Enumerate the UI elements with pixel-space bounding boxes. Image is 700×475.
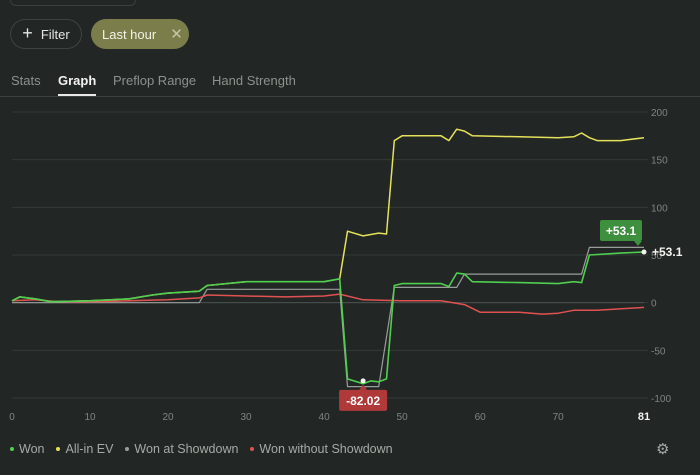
tab-bar: Stats Graph Preflop Range Hand Strength [0,71,700,97]
legend-label: All-in EV [65,442,114,456]
legend-label: Won [19,442,45,456]
y-tick-label: 0 [651,299,657,310]
legend-item-won-at-showdown[interactable]: Won at Showdown [125,442,238,456]
time-filter-chip[interactable]: Last hour ✕ [91,19,189,49]
legend-item-won[interactable]: Won [10,442,44,456]
y-tick-label: 200 [651,108,668,119]
x-tick-label: 30 [241,412,253,423]
x-tick-label: 81 [638,411,650,423]
min-marker [360,378,366,384]
legend-item-all-in-ev[interactable]: All-in EV [56,442,113,456]
y-tick-label: -100 [651,394,671,405]
x-tick-label: 60 [475,412,487,423]
x-tick-label: 50 [397,412,409,423]
y-tick-label: 50 [651,251,663,262]
x-tick-label: 70 [553,412,565,423]
min-badge-pointer [359,384,368,390]
y-tick-label: 150 [651,156,668,167]
legend-item-won-without-showdown[interactable]: Won without Showdown [250,442,393,456]
legend-dot [10,447,14,451]
x-tick-label: 10 [84,412,96,423]
plus-icon: + [22,23,33,43]
filter-label: Filter [40,26,70,42]
series-line-won-without-showdown [11,293,645,315]
legend-label: Won at Showdown [134,442,239,456]
end-value-badge [600,220,642,242]
end-value-badge-text: +53.1 [606,224,637,238]
min-value-badge-text: -82.02 [346,394,380,408]
x-tick-label: 0 [9,412,15,423]
y-tick-label: 100 [651,203,668,214]
y-tick-label: -50 [651,346,666,357]
gear-icon[interactable]: ⚙ [656,441,670,458]
tab-graph[interactable]: Graph [58,73,97,96]
series-line-all-in-ev [11,128,645,303]
x-tick-label: 20 [162,412,174,423]
legend-dot [125,447,130,451]
series-line-won-at-showdown [12,246,644,388]
filter-button[interactable]: + Filter [10,19,82,49]
chart-legend: Won All-in EV Won at Showdown Won withou… [10,442,405,456]
legend-label: Won without Showdown [259,442,393,456]
tab-preflop-range[interactable]: Preflop Range [113,73,197,88]
tab-hand-strength[interactable]: Hand Strength [212,73,296,88]
end-marker [641,249,647,255]
min-value-badge [339,389,388,411]
close-icon[interactable]: ✕ [170,26,183,43]
x-tick-label: 40 [319,412,331,423]
series-line-won [11,251,645,385]
legend-dot [56,447,61,451]
end-value-label: +53.1 [652,245,683,259]
badge-pointer [634,241,642,247]
chip-label: Last hour [102,26,157,42]
tab-stats[interactable]: Stats [11,73,41,88]
legend-dot [250,447,255,451]
